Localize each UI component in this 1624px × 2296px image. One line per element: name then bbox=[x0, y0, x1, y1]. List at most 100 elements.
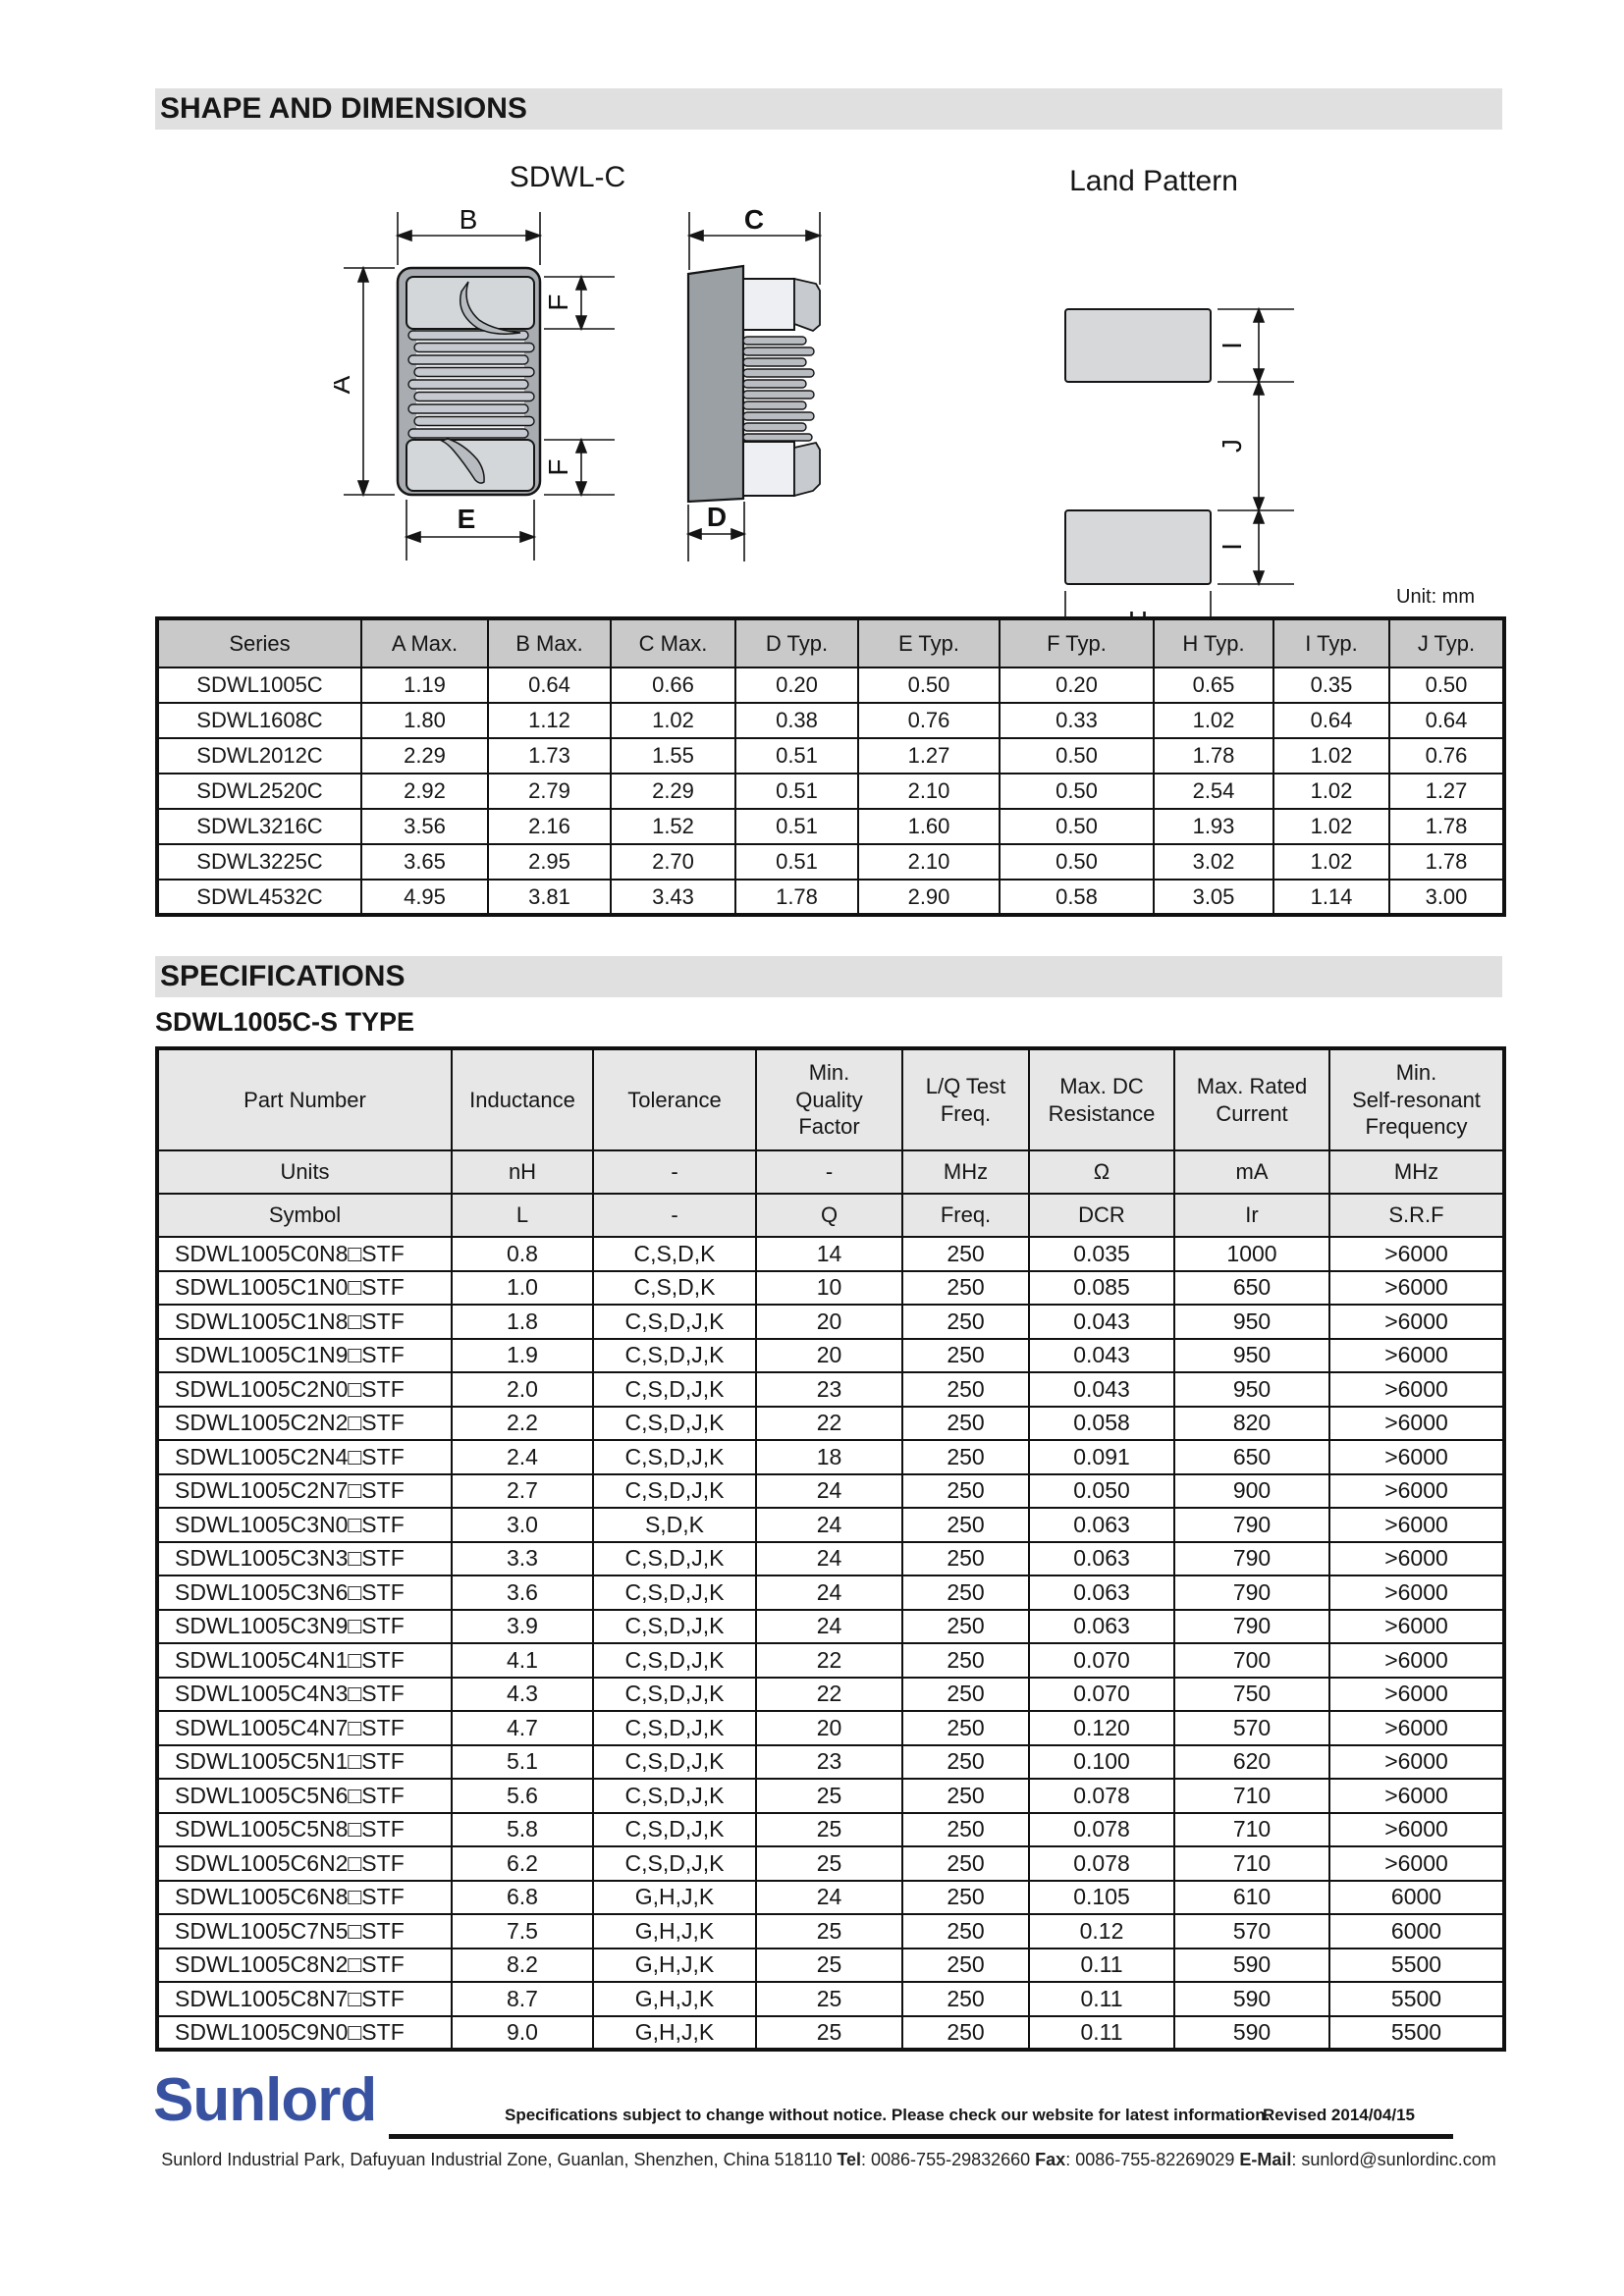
header-cell: Series bbox=[156, 617, 362, 668]
table-cell: 0.76 bbox=[857, 702, 1001, 739]
table-cell: 0.50 bbox=[999, 843, 1155, 881]
table-cell: SDWL1005C7N5□STF bbox=[156, 1913, 453, 1949]
dimensions-table-body: SDWL1005C 1.19 0.64 0.66 0.20 0.50 0.20 0.65 0.3… bbox=[156, 667, 1505, 916]
table-cell: 2.10 bbox=[857, 843, 1001, 881]
table-cell: 570 bbox=[1173, 1913, 1330, 1949]
table-cell: SDWL1005C5N1□STF bbox=[156, 1743, 453, 1780]
table-cell: 1.52 bbox=[610, 808, 736, 845]
table-cell: 1.02 bbox=[1272, 773, 1390, 810]
dimension-lines-front bbox=[344, 212, 615, 561]
table-cell: 3.81 bbox=[487, 879, 612, 916]
table-row: SDWL1005C8N2□STF 8.2 G,H,J,K 25 250 0.11 590 55… bbox=[156, 1947, 1505, 1983]
table-row: SDWL1608C 1.80 1.12 1.02 0.38 0.76 0.33 1.02 0.6… bbox=[156, 702, 1505, 739]
table-cell: SDWL1005C3N6□STF bbox=[156, 1575, 453, 1611]
table-cell: SDWL1005C6N8□STF bbox=[156, 1879, 453, 1915]
table-row: SDWL4532C 4.95 3.81 3.43 1.78 2.90 0.58 3.05 1.1… bbox=[156, 879, 1505, 916]
table-cell: 22 bbox=[755, 1405, 903, 1441]
table-cell: 250 bbox=[901, 2014, 1030, 2051]
footer-revised-date: Revised 2014/04/15 bbox=[1263, 2106, 1416, 2124]
table-cell: 590 bbox=[1173, 2014, 1330, 2051]
table-cell: 3.02 bbox=[1153, 843, 1274, 881]
table-cell: 25 bbox=[755, 1811, 903, 1847]
table-cell: C,S,D,J,K bbox=[592, 1472, 757, 1509]
table-cell: 0.51 bbox=[734, 773, 859, 810]
table-cell: 23 bbox=[755, 1371, 903, 1408]
component-body-front bbox=[396, 266, 542, 497]
header-cell: Symbol bbox=[156, 1193, 453, 1238]
table-cell: 0.20 bbox=[999, 667, 1155, 704]
table-cell: 2.79 bbox=[487, 773, 612, 810]
table-cell: C,S,D,J,K bbox=[592, 1540, 757, 1576]
tel-label: Tel bbox=[837, 2150, 862, 2169]
table-cell: SDWL1005C6N2□STF bbox=[156, 1845, 453, 1882]
table-cell: 24 bbox=[755, 1472, 903, 1509]
table-cell: 250 bbox=[901, 1540, 1030, 1576]
table-cell: 1.02 bbox=[1272, 808, 1390, 845]
table-cell: 3.56 bbox=[360, 808, 489, 845]
table-cell: 5500 bbox=[1328, 1981, 1505, 2017]
table-row: SDWL3216C 3.56 2.16 1.52 0.51 1.60 0.50 1.93 1.0… bbox=[156, 808, 1505, 845]
table-cell: 250 bbox=[901, 1304, 1030, 1340]
table-cell: 1.02 bbox=[1272, 737, 1390, 774]
table-row: SDWL1005C2N4□STF 2.4 C,S,D,J,K 18 250 0.091 65… bbox=[156, 1439, 1505, 1475]
table-cell: 0.50 bbox=[1388, 667, 1505, 704]
table-cell: >6000 bbox=[1328, 1710, 1505, 1746]
table-cell: 0.64 bbox=[1388, 702, 1505, 739]
table-cell: 650 bbox=[1173, 1269, 1330, 1306]
table-row: SDWL1005C4N3□STF 4.3 C,S,D,J,K 22 250 0.070 75… bbox=[156, 1676, 1505, 1712]
table-cell: 0.65 bbox=[1153, 667, 1274, 704]
table-cell: 950 bbox=[1173, 1337, 1330, 1373]
table-cell: 0.51 bbox=[734, 737, 859, 774]
table-row: SDWL1005C4N7□STF 4.7 C,S,D,J,K 20 250 0.120 57… bbox=[156, 1710, 1505, 1746]
email-label: E-Mail bbox=[1239, 2150, 1292, 2169]
table-cell: 570 bbox=[1173, 1710, 1330, 1746]
table-cell: >6000 bbox=[1328, 1472, 1505, 1509]
table-cell: 0.76 bbox=[1388, 737, 1505, 774]
table-cell: 1.73 bbox=[487, 737, 612, 774]
table-cell: 1.02 bbox=[610, 702, 736, 739]
table-cell: 250 bbox=[901, 1981, 1030, 2017]
table-cell: 5.8 bbox=[451, 1811, 594, 1847]
table-cell: 2.70 bbox=[610, 843, 736, 881]
table-cell: 24 bbox=[755, 1540, 903, 1576]
table-cell: 4.7 bbox=[451, 1710, 594, 1746]
table-cell: 0.070 bbox=[1028, 1676, 1175, 1712]
table-cell: G,H,J,K bbox=[592, 1879, 757, 1915]
table-cell: 250 bbox=[901, 1507, 1030, 1543]
table-cell: 2.90 bbox=[857, 879, 1001, 916]
table-cell: 0.64 bbox=[487, 667, 612, 704]
table-cell: 0.070 bbox=[1028, 1642, 1175, 1679]
table-cell: SDWL2012C bbox=[156, 737, 362, 774]
table-cell: 25 bbox=[755, 1981, 903, 2017]
table-cell: 1.27 bbox=[1388, 773, 1505, 810]
table-cell: 0.11 bbox=[1028, 2014, 1175, 2051]
header-cell: Tolerance bbox=[592, 1047, 757, 1151]
table-row: SDWL1005C2N2□STF 2.2 C,S,D,J,K 22 250 0.058 82… bbox=[156, 1405, 1505, 1441]
dimensions-header-row: Series A Max. B Max. C Max. D Typ. E Typ. F Ty… bbox=[156, 617, 1505, 668]
table-cell: 250 bbox=[901, 1269, 1030, 1306]
header-cell: H Typ. bbox=[1153, 617, 1274, 668]
table-cell: >6000 bbox=[1328, 1236, 1505, 1272]
section-header-specifications: SPECIFICATIONS bbox=[155, 956, 1502, 997]
table-row: SDWL1005C2N0□STF 2.0 C,S,D,J,K 23 250 0.043 95… bbox=[156, 1371, 1505, 1408]
table-cell: 0.105 bbox=[1028, 1879, 1175, 1915]
header-cell: DCR bbox=[1028, 1193, 1175, 1238]
table-cell: 20 bbox=[755, 1304, 903, 1340]
header-cell: Min. Self-resonant Frequency bbox=[1328, 1047, 1505, 1151]
table-cell: 0.063 bbox=[1028, 1575, 1175, 1611]
table-cell: 22 bbox=[755, 1676, 903, 1712]
table-cell: 2.0 bbox=[451, 1371, 594, 1408]
header-cell: mA bbox=[1173, 1149, 1330, 1195]
table-cell: >6000 bbox=[1328, 1507, 1505, 1543]
table-cell: 1000 bbox=[1173, 1236, 1330, 1272]
table-cell: 250 bbox=[901, 1879, 1030, 1915]
fax-value: : 0086-755-82269029 bbox=[1065, 2150, 1240, 2169]
table-cell: C,S,D,K bbox=[592, 1236, 757, 1272]
header-cell: nH bbox=[451, 1149, 594, 1195]
table-cell: >6000 bbox=[1328, 1676, 1505, 1712]
table-cell: 710 bbox=[1173, 1811, 1330, 1847]
terminal-bottom-side bbox=[742, 441, 795, 497]
table-cell: 0.091 bbox=[1028, 1439, 1175, 1475]
header-cell: E Typ. bbox=[857, 617, 1001, 668]
table-row: SDWL1005C 1.19 0.64 0.66 0.20 0.50 0.20 0.65 0.3… bbox=[156, 667, 1505, 704]
